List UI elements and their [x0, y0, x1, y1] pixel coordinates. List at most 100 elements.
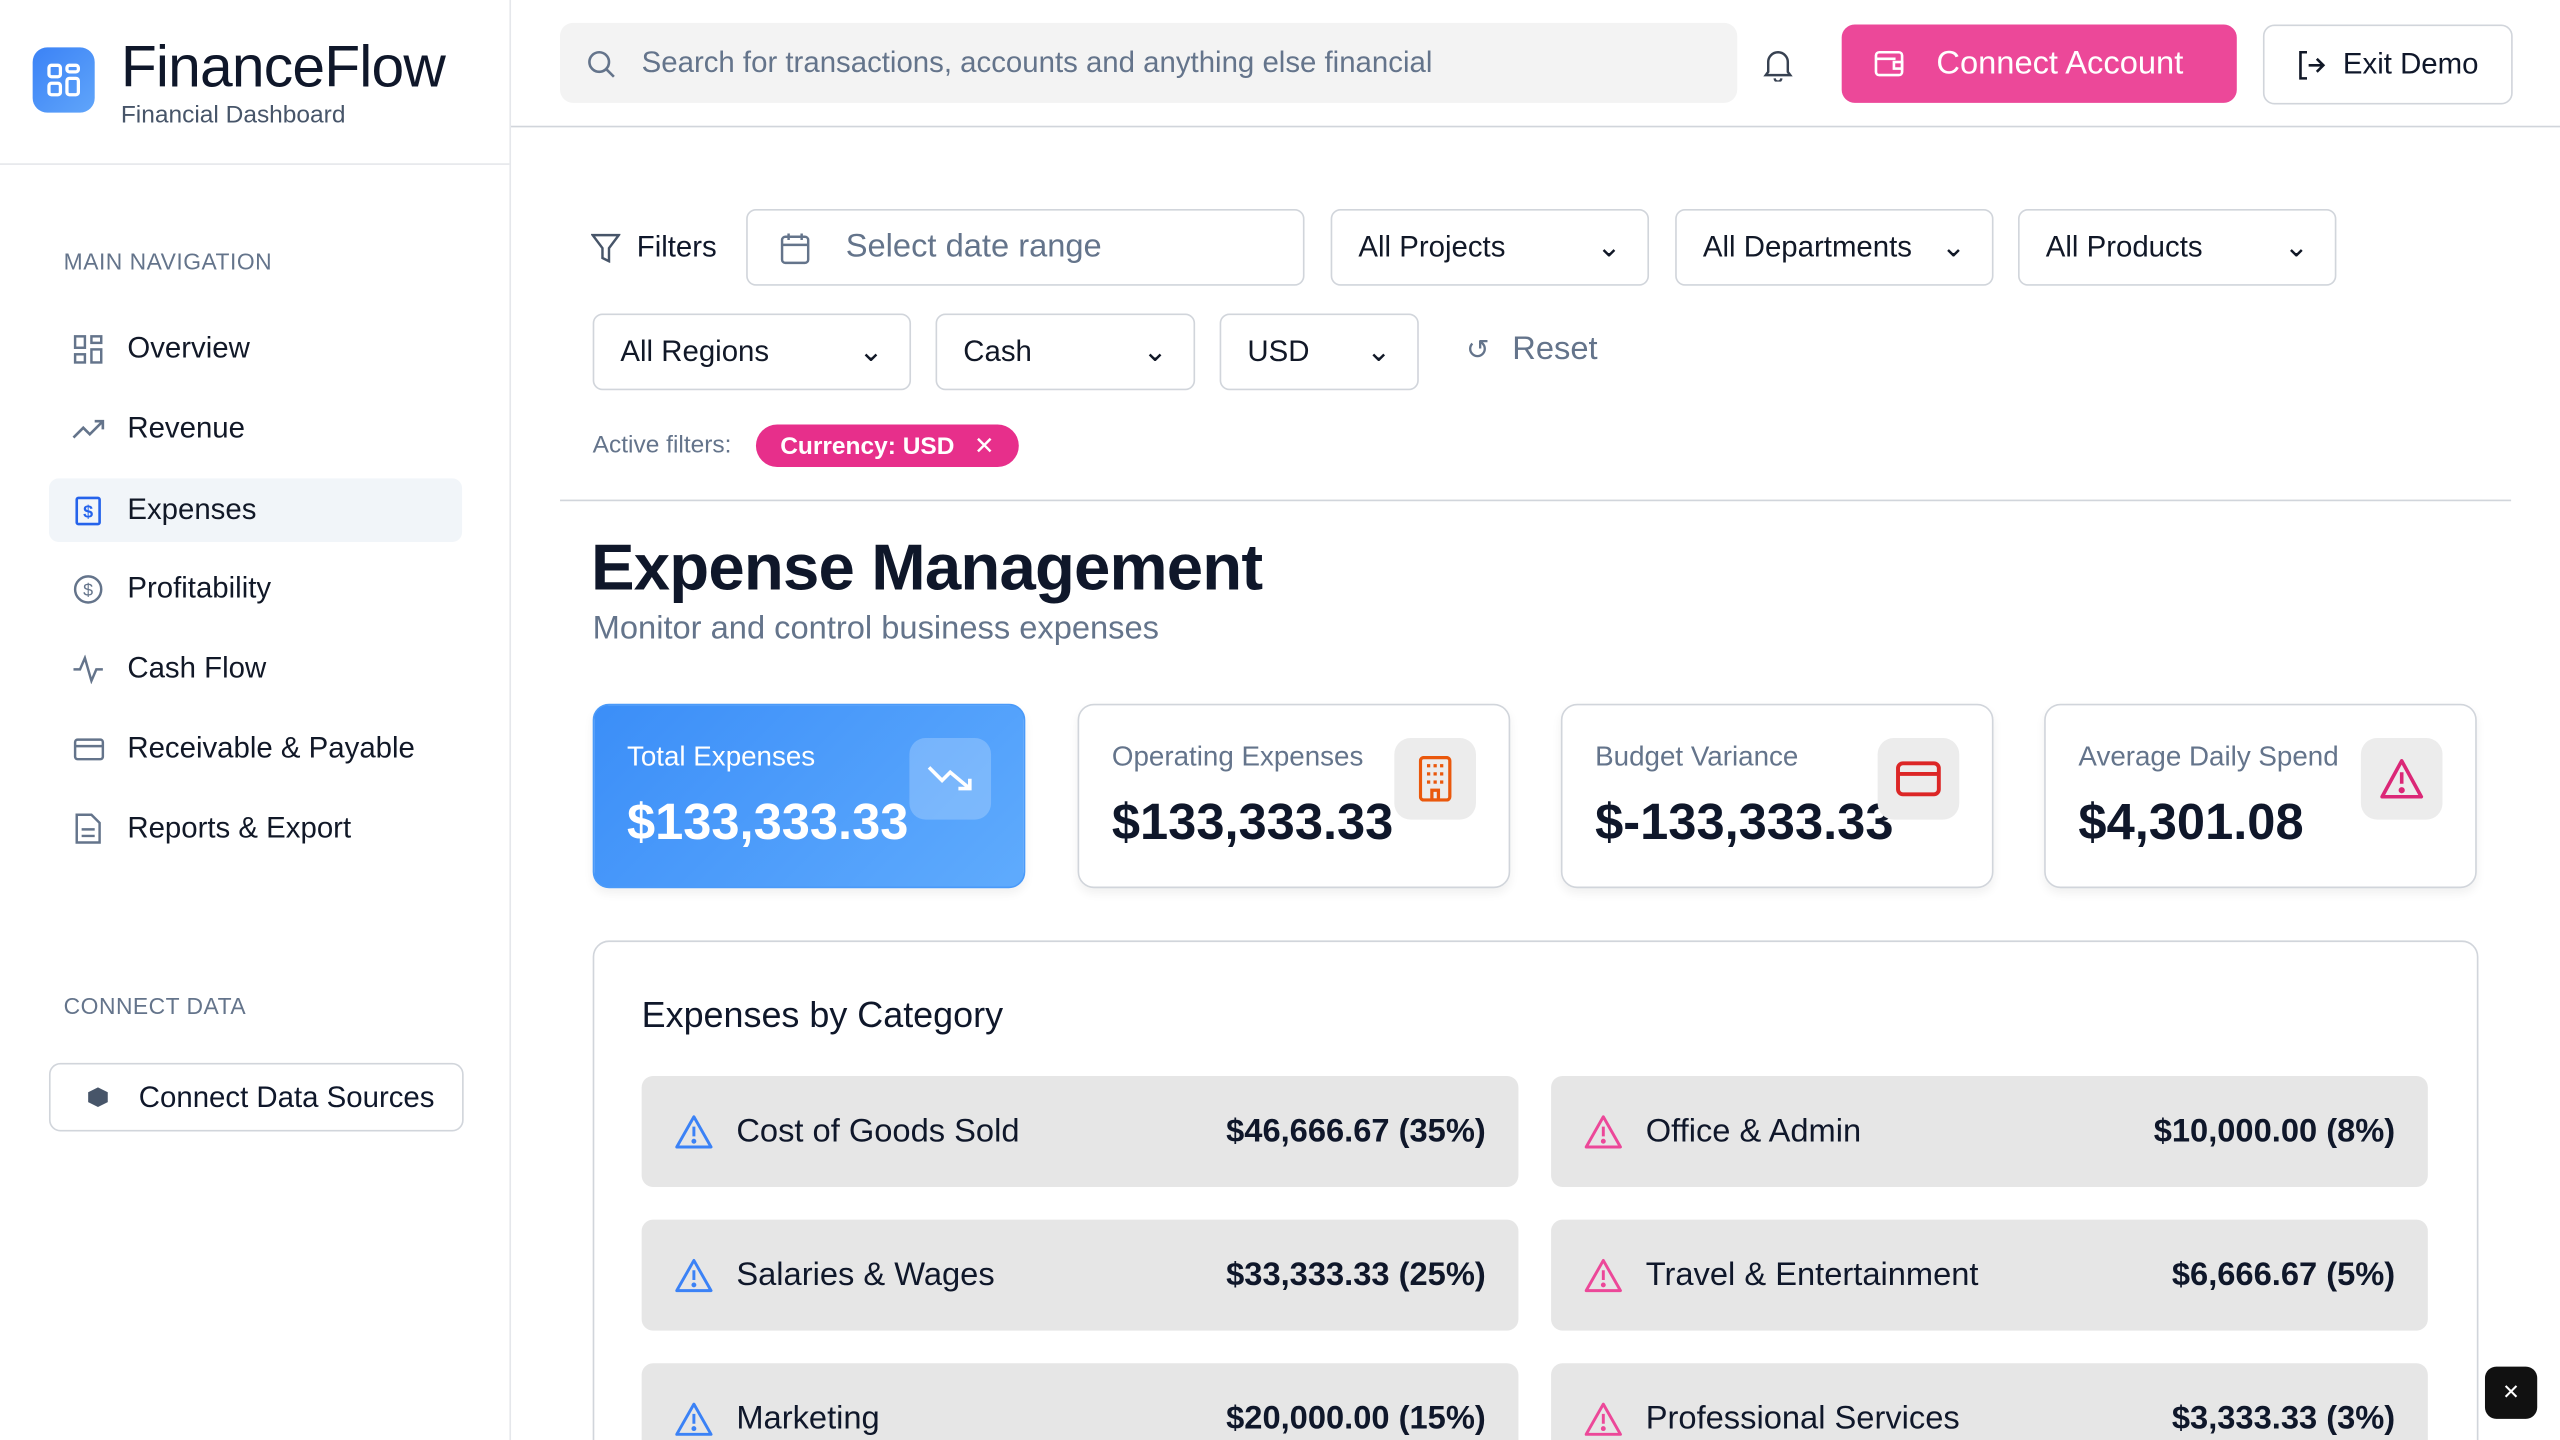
category-panel-title: Expenses by Category	[641, 994, 1004, 1036]
reset-button[interactable]: ↺ Reset	[1466, 331, 1597, 369]
chevron-down-icon: ⌄	[858, 334, 884, 368]
grid-icon	[72, 334, 105, 363]
connect-data-sources-button[interactable]: Connect Data Sources	[48, 1062, 464, 1132]
cash-value: Cash	[963, 334, 1032, 368]
alert-triangle-icon	[674, 1401, 713, 1437]
sidebar-item-overview[interactable]: Overview	[49, 317, 462, 381]
chevron-down-icon: ⌄	[2283, 230, 2309, 263]
category-name: Marketing	[736, 1400, 880, 1436]
date-range-placeholder: Select date range	[845, 228, 1102, 265]
chevron-down-icon: ⌄	[1366, 334, 1392, 368]
budget-variance-card: Budget Variance $-133,333.33	[1560, 703, 1994, 889]
sidebar-item-profitability[interactable]: $ Profitability	[49, 557, 462, 621]
card-label: Operating Expenses	[1111, 741, 1364, 773]
filters-divider	[560, 499, 2512, 502]
alert-triangle-icon	[674, 1257, 713, 1293]
card-label: Average Daily Spend	[2078, 741, 2339, 773]
currency-select[interactable]: USD ⌄	[1219, 313, 1419, 391]
chevron-down-icon: ⌄	[1941, 230, 1966, 263]
bell-icon[interactable]	[1762, 47, 1795, 89]
projects-value: All Projects	[1358, 230, 1506, 263]
close-icon[interactable]: ✕	[974, 432, 995, 461]
credit-card-icon	[72, 737, 105, 760]
category-name: Travel & Entertainment	[1645, 1256, 1979, 1293]
active-filter-chip[interactable]: Currency: USD ✕	[755, 424, 1019, 467]
main-nav-title: MAIN NAVIGATION	[63, 248, 273, 275]
connect-account-button[interactable]: Connect Account	[1841, 24, 2237, 103]
database-icon	[87, 1086, 110, 1109]
chevron-down-icon: ⌄	[1596, 230, 1622, 263]
sidebar-item-label: Receivable & Payable	[127, 731, 415, 765]
dollar-receipt-icon: $	[72, 495, 105, 525]
sidebar-item-label: Overview	[127, 331, 250, 365]
svg-text:$: $	[83, 579, 93, 599]
sidebar-item-expenses[interactable]: $ Expenses	[48, 478, 463, 543]
sidebar-item-receivable-payable[interactable]: Receivable & Payable	[49, 717, 462, 781]
divider	[0, 163, 510, 165]
projects-select[interactable]: All Projects ⌄	[1330, 208, 1650, 286]
category-amount: $10,000.00 (8%)	[2153, 1112, 2396, 1149]
sidebar-item-revenue[interactable]: Revenue	[49, 397, 462, 461]
page-title: Expense Management	[591, 532, 1263, 605]
filters-label: Filters	[591, 230, 717, 264]
card-value: $-133,333.33	[1595, 793, 1894, 851]
category-amount: $33,333.33 (25%)	[1226, 1256, 1486, 1293]
chevron-down-icon: ⌄	[1142, 334, 1168, 368]
search-icon	[586, 48, 615, 77]
trending-up-icon	[72, 417, 105, 440]
category-item[interactable]: Salaries & Wages $33,333.33 (25%)	[641, 1219, 1519, 1331]
sidebar-item-label: Expenses	[127, 493, 257, 526]
category-item[interactable]: Professional Services $3,333.33 (3%)	[1551, 1363, 2428, 1440]
app-subtitle: Financial Dashboard	[120, 101, 346, 129]
exit-demo-button[interactable]: Exit Demo	[2262, 24, 2513, 105]
close-icon: ✕	[2502, 1379, 2520, 1405]
products-value: All Products	[2045, 230, 2203, 263]
sidebar-item-reports-export[interactable]: Reports & Export	[49, 797, 462, 861]
connect-data-title: CONNECT DATA	[63, 992, 247, 1019]
category-item[interactable]: Marketing $20,000.00 (15%)	[641, 1363, 1519, 1440]
card-value: $4,301.08	[2078, 793, 2304, 851]
reset-label: Reset	[1512, 331, 1598, 368]
search-input[interactable]: Search for transactions, accounts and an…	[560, 22, 1738, 103]
page-subtitle: Monitor and control business expenses	[592, 610, 1160, 647]
departments-select[interactable]: All Departments ⌄	[1675, 208, 1994, 286]
category-name: Cost of Goods Sold	[736, 1112, 1020, 1149]
operating-expenses-card: Operating Expenses $133,333.33	[1077, 703, 1511, 889]
sidebar-item-label: Cash Flow	[127, 651, 267, 685]
dollar-circle-icon: $	[72, 574, 105, 603]
date-range-picker[interactable]: Select date range	[746, 208, 1305, 286]
card-value: $133,333.33	[1111, 793, 1394, 851]
building-icon	[1394, 737, 1476, 820]
regions-value: All Regions	[620, 334, 770, 368]
category-name: Professional Services	[1645, 1400, 1960, 1436]
category-amount: $3,333.33 (3%)	[2171, 1400, 2396, 1436]
category-item[interactable]: Cost of Goods Sold $46,666.67 (35%)	[641, 1075, 1519, 1187]
currency-value: USD	[1247, 334, 1310, 368]
wallet-icon	[1874, 49, 1904, 78]
category-name: Office & Admin	[1645, 1112, 1862, 1149]
regions-select[interactable]: All Regions ⌄	[592, 313, 912, 391]
activity-icon	[72, 653, 105, 684]
svg-text:$: $	[83, 501, 93, 521]
sidebar: FinanceFlow Financial Dashboard MAIN NAV…	[0, 0, 512, 1440]
category-item[interactable]: Office & Admin $10,000.00 (8%)	[1551, 1075, 2428, 1187]
cash-select[interactable]: Cash ⌄	[935, 313, 1196, 391]
category-amount: $46,666.67 (35%)	[1226, 1112, 1486, 1149]
sidebar-item-cash-flow[interactable]: Cash Flow	[49, 637, 462, 701]
alert-triangle-icon	[674, 1114, 713, 1150]
search-placeholder: Search for transactions, accounts and an…	[641, 45, 1433, 79]
log-out-icon	[2297, 50, 2326, 79]
close-button[interactable]: ✕	[2484, 1366, 2538, 1419]
active-filters-label: Active filters:	[592, 431, 732, 459]
alert-triangle-icon	[2360, 737, 2443, 820]
card-label: Total Expenses	[626, 741, 816, 773]
card-value: $133,333.33	[626, 793, 909, 851]
departments-value: All Departments	[1702, 230, 1912, 263]
app-title: FinanceFlow	[120, 32, 446, 100]
calendar-icon	[780, 231, 810, 264]
logo-grid-icon	[32, 47, 95, 113]
sidebar-item-label: Profitability	[127, 571, 272, 605]
category-item[interactable]: Travel & Entertainment $6,666.67 (5%)	[1551, 1219, 2428, 1331]
connect-data-sources-label: Connect Data Sources	[138, 1080, 435, 1113]
products-select[interactable]: All Products ⌄	[2018, 208, 2337, 286]
